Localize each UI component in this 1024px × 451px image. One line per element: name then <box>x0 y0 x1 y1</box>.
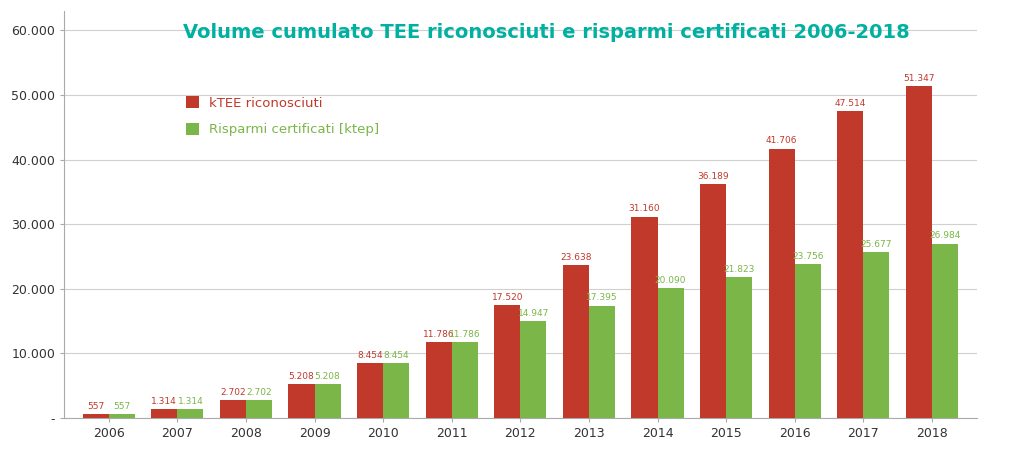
Text: 23.638: 23.638 <box>560 253 592 262</box>
Text: 47.514: 47.514 <box>835 99 866 108</box>
Legend: kTEE riconosciuti, Risparmi certificati [ktep]: kTEE riconosciuti, Risparmi certificati … <box>180 91 385 142</box>
Text: 1.314: 1.314 <box>152 397 177 406</box>
Bar <box>795 264 821 418</box>
Text: 5.208: 5.208 <box>314 372 340 381</box>
Bar <box>932 244 958 418</box>
Bar <box>863 252 890 418</box>
Bar <box>495 305 520 418</box>
Bar <box>220 400 246 418</box>
Text: 26.984: 26.984 <box>930 231 961 240</box>
Text: 23.756: 23.756 <box>792 252 823 261</box>
Text: 41.706: 41.706 <box>766 136 798 145</box>
Bar <box>177 410 204 418</box>
Bar <box>589 306 615 418</box>
Bar <box>383 363 410 418</box>
Bar <box>289 384 314 418</box>
Text: 557: 557 <box>87 402 104 411</box>
Bar <box>152 410 177 418</box>
Text: 11.786: 11.786 <box>449 330 480 339</box>
Bar <box>246 400 272 418</box>
Text: 31.160: 31.160 <box>629 204 660 213</box>
Bar <box>726 277 753 418</box>
Text: 51.347: 51.347 <box>903 74 935 83</box>
Text: 5.208: 5.208 <box>289 372 314 381</box>
Text: 8.454: 8.454 <box>383 351 409 360</box>
Bar <box>520 322 547 418</box>
Bar <box>700 184 726 418</box>
Text: 36.189: 36.189 <box>697 172 729 181</box>
Bar <box>906 86 932 418</box>
Text: 2.702: 2.702 <box>220 388 246 397</box>
Text: 557: 557 <box>113 402 130 411</box>
Text: 17.520: 17.520 <box>492 293 523 302</box>
Bar <box>109 414 135 418</box>
Bar <box>769 148 795 418</box>
Text: 20.090: 20.090 <box>654 276 686 285</box>
Bar <box>632 216 657 418</box>
Text: 1.314: 1.314 <box>177 397 203 406</box>
Text: 8.454: 8.454 <box>357 351 383 360</box>
Text: 17.395: 17.395 <box>586 293 617 302</box>
Bar <box>657 288 684 418</box>
Bar <box>83 414 109 418</box>
Text: 11.786: 11.786 <box>423 330 455 339</box>
Bar <box>314 384 341 418</box>
Text: 21.823: 21.823 <box>724 265 755 274</box>
Text: 14.947: 14.947 <box>518 309 549 318</box>
Bar <box>426 342 452 418</box>
Bar <box>357 363 383 418</box>
Text: 25.677: 25.677 <box>860 240 892 249</box>
Text: Volume cumulato TEE riconosciuti e risparmi certificati 2006-2018: Volume cumulato TEE riconosciuti e rispa… <box>182 23 909 42</box>
Bar <box>452 342 478 418</box>
Bar <box>838 111 863 418</box>
Text: 2.702: 2.702 <box>246 388 271 397</box>
Bar <box>563 265 589 418</box>
